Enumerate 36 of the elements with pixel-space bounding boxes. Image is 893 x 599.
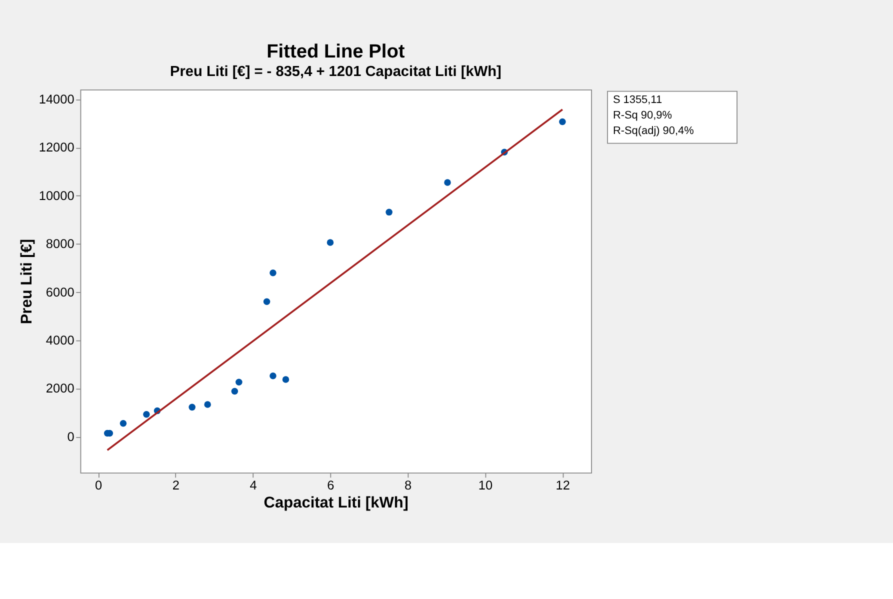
y-tick-label: 6000: [46, 284, 74, 300]
x-tick-label: 0: [94, 478, 102, 493]
chart-title: Fitted Line Plot: [266, 42, 406, 63]
y-tick-label: 12000: [38, 140, 74, 155]
y-tick-label: 2000: [46, 380, 74, 396]
point: [143, 411, 150, 418]
point: [188, 404, 196, 411]
y-tick-label: 0: [67, 428, 74, 444]
x-tick-label: 12: [556, 478, 570, 493]
point: [326, 239, 334, 246]
point: [120, 420, 127, 427]
text: R-Sq 90,9%: [612, 110, 672, 122]
x-tick-label: 10: [478, 478, 493, 493]
point: [270, 270, 276, 276]
y-tick-label: 14000: [38, 91, 74, 106]
y-axis-title: Preu Liti [€]: [18, 238, 36, 324]
point: [444, 179, 451, 186]
text: R-Sq(adj) 90,4%: [612, 125, 694, 138]
point: [270, 372, 276, 380]
chart-subtitle: Preu Liti [€] = - 835,4 + 1201 Capacitat Liti [kWh]: [170, 64, 502, 80]
x-tick-label: 4: [250, 478, 257, 493]
point: [204, 401, 211, 408]
x-tick-label: 8: [404, 478, 412, 493]
point: [263, 298, 270, 305]
y-tick-label: 4000: [46, 332, 74, 348]
point: [231, 388, 238, 395]
y-tick-label: 8000: [46, 236, 74, 252]
point: [559, 118, 566, 126]
x-tick-label: 6: [327, 478, 334, 493]
text: S 1355,11: [612, 94, 662, 106]
x-axis-title: Capacitat Liti [kWh]: [264, 494, 408, 512]
point: [386, 208, 392, 216]
point: [236, 378, 242, 386]
x-tick-label: 2: [172, 478, 180, 493]
point: [282, 376, 290, 383]
y-tick-label: 10000: [38, 188, 74, 203]
